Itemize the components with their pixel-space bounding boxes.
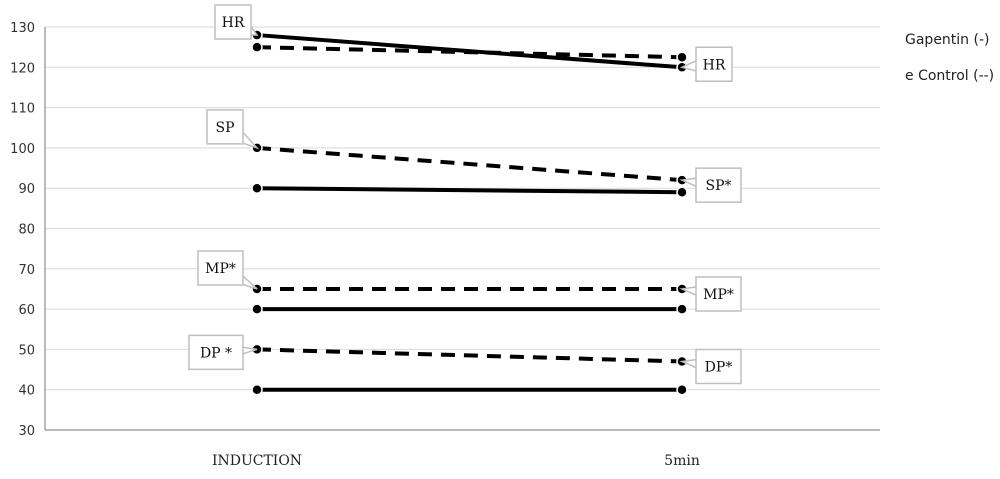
callout-sp: SP <box>206 109 260 150</box>
series-sp-solid <box>251 182 688 198</box>
callout-dp: DP* <box>679 348 742 385</box>
callout-dp: DP * <box>188 334 258 371</box>
callout-box <box>214 4 252 40</box>
callout-box <box>197 250 244 286</box>
data-point <box>251 383 263 396</box>
y-tick-label: 110 <box>10 102 35 117</box>
series-mp-dashed <box>251 283 688 295</box>
callout-label: SP* <box>705 178 731 194</box>
series-mp-solid <box>251 303 688 315</box>
data-point <box>251 41 263 53</box>
series-line <box>256 347 683 364</box>
y-tick-label: 70 <box>18 263 35 278</box>
callout-mp: MP* <box>679 276 742 312</box>
callout-label: HR <box>222 15 245 31</box>
legend-entry: e Control (--) <box>905 68 994 84</box>
series-sp-dashed <box>251 142 688 186</box>
y-tick-label: 50 <box>18 343 35 358</box>
callout-box <box>695 167 742 203</box>
callout-label: MP* <box>205 261 236 277</box>
y-tick-label: 120 <box>10 61 35 76</box>
series-line <box>256 145 683 183</box>
series-line <box>256 45 683 60</box>
grid-layer <box>45 26 880 391</box>
legend-entry: Gapentin (-) <box>905 32 989 48</box>
callout-label: MP* <box>703 287 734 303</box>
callout-label: SP <box>215 120 234 136</box>
y-tick-label: 40 <box>18 384 35 399</box>
callout-label: HR <box>703 57 726 73</box>
callout-box <box>206 109 244 145</box>
callout-box <box>695 276 742 312</box>
callout-layer: HR HR SP SP* MP* MP* DP * DP* <box>188 4 742 385</box>
y-tick-label: 90 <box>18 182 35 197</box>
callout-box <box>188 334 244 371</box>
data-point <box>251 182 263 194</box>
y-tick-label: 100 <box>10 142 35 157</box>
data-point <box>676 303 688 315</box>
x-category-label: 5min <box>664 453 700 469</box>
callout-mp: MP* <box>197 250 258 290</box>
callout-sp: SP* <box>679 167 742 203</box>
data-point <box>676 383 688 396</box>
callout-hr: HR <box>214 4 259 40</box>
series-hr-dashed <box>251 41 688 63</box>
y-tick-label: 80 <box>18 223 35 238</box>
axis-layer: 30 40 50 60 70 80 90 100 110 120 130 INDUCTION 5min <box>10 21 880 469</box>
callout-box <box>695 348 742 385</box>
callout-box <box>695 46 733 83</box>
series-layer <box>251 29 688 396</box>
data-point <box>676 186 688 198</box>
data-point <box>251 303 263 315</box>
legend: Gapentin (-) e Control (--) <box>905 32 994 84</box>
callout-label: DP* <box>705 359 733 375</box>
series-dp-solid <box>251 383 688 396</box>
callout-hr: HR <box>679 46 733 83</box>
y-tick-label: 60 <box>18 303 35 318</box>
y-tick-label: 130 <box>10 21 35 36</box>
series-line <box>256 186 683 195</box>
x-category-label: INDUCTION <box>212 453 302 469</box>
y-tick-label: 30 <box>18 424 35 439</box>
callout-label: DP * <box>200 345 232 361</box>
series-dp-dashed <box>251 343 688 368</box>
data-point <box>676 51 688 63</box>
